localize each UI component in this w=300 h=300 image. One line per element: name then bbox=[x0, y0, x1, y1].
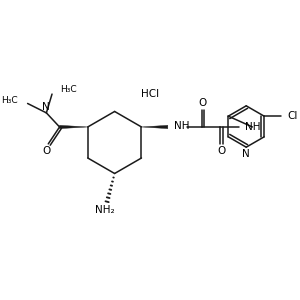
Text: O: O bbox=[42, 146, 50, 156]
Text: NH: NH bbox=[174, 121, 190, 131]
Polygon shape bbox=[59, 125, 88, 129]
Text: H₃C: H₃C bbox=[61, 85, 77, 94]
Text: N: N bbox=[242, 149, 250, 159]
Text: N: N bbox=[42, 102, 49, 112]
Text: O: O bbox=[217, 146, 226, 156]
Text: HCl: HCl bbox=[141, 88, 159, 99]
Text: NH: NH bbox=[245, 122, 260, 132]
Text: O: O bbox=[199, 98, 207, 107]
Text: H₃C: H₃C bbox=[2, 96, 18, 105]
Polygon shape bbox=[142, 125, 168, 129]
Text: Cl: Cl bbox=[288, 111, 298, 121]
Text: NH₂: NH₂ bbox=[95, 205, 115, 215]
